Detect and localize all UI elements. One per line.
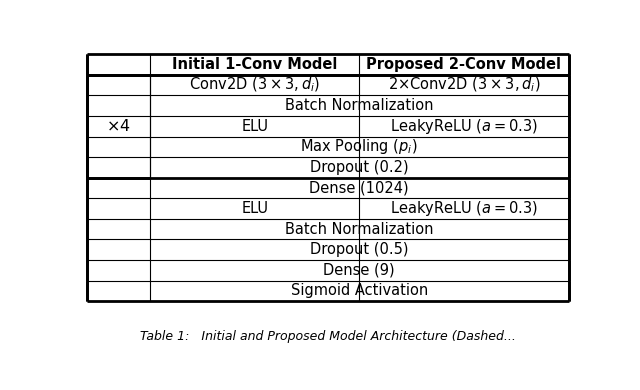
Text: 2×Conv2D $(3 \times 3, d_i)$: 2×Conv2D $(3 \times 3, d_i)$ — [388, 76, 540, 94]
Text: LeakyReLU $(a = 0.3)$: LeakyReLU $(a = 0.3)$ — [390, 117, 538, 136]
Text: Sigmoid Activation: Sigmoid Activation — [291, 284, 428, 298]
Text: Dropout (0.2): Dropout (0.2) — [310, 160, 408, 175]
Text: Proposed 2-Conv Model: Proposed 2-Conv Model — [367, 57, 561, 72]
Text: ELU: ELU — [241, 119, 268, 134]
Text: Batch Normalization: Batch Normalization — [285, 222, 433, 237]
Bar — [88, 75, 150, 178]
Text: Dropout (0.5): Dropout (0.5) — [310, 242, 408, 257]
Text: LeakyReLU $(a = 0.3)$: LeakyReLU $(a = 0.3)$ — [390, 199, 538, 218]
Text: Max Pooling $(p_i)$: Max Pooling $(p_i)$ — [300, 137, 418, 156]
Text: Dense (1024): Dense (1024) — [310, 181, 409, 195]
Text: Conv2D $(3 \times 3, d_i)$: Conv2D $(3 \times 3, d_i)$ — [189, 76, 320, 94]
Text: Batch Normalization: Batch Normalization — [285, 98, 433, 113]
Text: Table 1:   Initial and Proposed Model Architecture (Dashed...: Table 1: Initial and Proposed Model Arch… — [140, 330, 516, 342]
Text: Dense (9): Dense (9) — [323, 263, 395, 278]
Text: Initial 1-Conv Model: Initial 1-Conv Model — [172, 57, 337, 72]
Text: ELU: ELU — [241, 201, 268, 216]
Text: $\times 4$: $\times 4$ — [106, 118, 131, 134]
